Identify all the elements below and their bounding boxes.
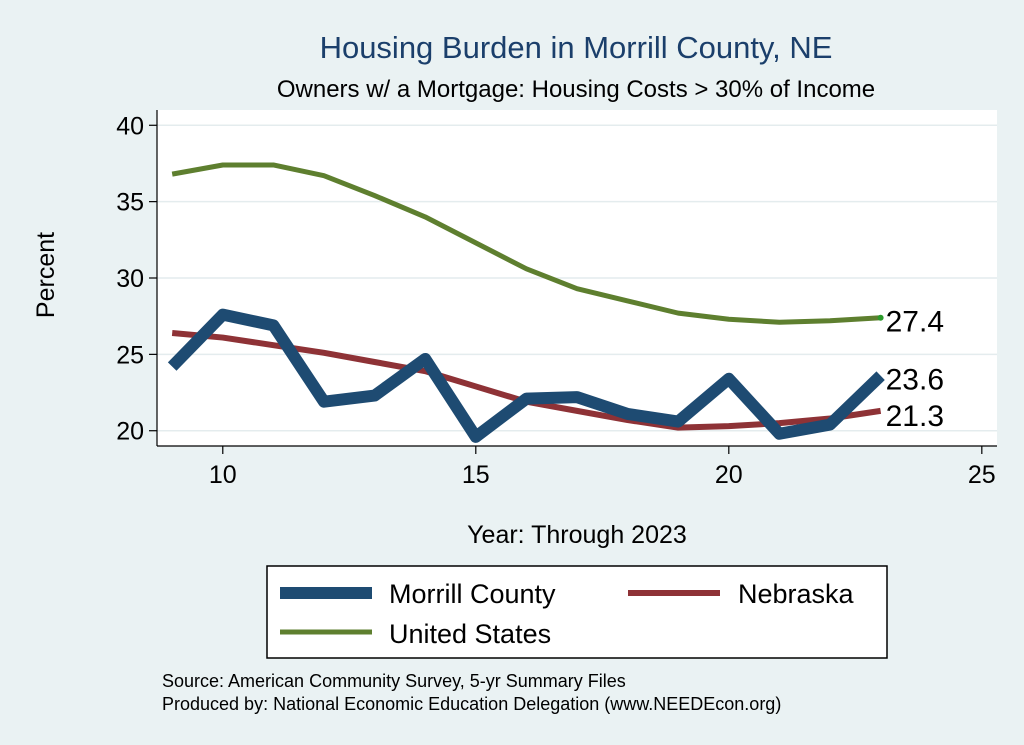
y-tick-label: 35: [116, 189, 144, 217]
end-label-united-states: 27.4: [886, 306, 944, 339]
end-marker-united-states: [877, 314, 884, 321]
y-tick-label: 25: [116, 341, 144, 369]
y-tick-label: 30: [116, 265, 144, 293]
end-labels: 23.621.3 27.4: [886, 306, 944, 433]
x-axis-title: Year: Through 2023: [467, 521, 687, 549]
x-axis: 10 15 20 25: [157, 445, 997, 489]
y-axis: 20 25 30 35 40: [116, 110, 158, 446]
legend-label-nebraska: Nebraska: [738, 579, 855, 609]
end-label-nebraska: 21.3: [886, 400, 944, 433]
end-label-morrill-county: 23.6: [886, 364, 944, 397]
legend-label-united-states: United States: [389, 619, 551, 649]
series-line-morrill-county: [167, 308, 885, 443]
legend-label-morrill-county: Morrill County: [389, 579, 556, 609]
legend: Morrill County Nebraska United States: [266, 565, 888, 659]
series-line-united-states: [171, 162, 881, 325]
chart-subtitle: Owners w/ a Mortgage: Housing Costs > 30…: [277, 76, 875, 103]
y-axis-title: Percent: [32, 232, 60, 318]
y-tick-label: 40: [116, 112, 144, 140]
source-note: Source: American Community Survey, 5-yr …: [162, 671, 626, 691]
chart-title: Housing Burden in Morrill County, NE: [320, 30, 833, 65]
series-group: [167, 162, 885, 443]
legend-box: [266, 565, 888, 659]
produced-by-note: Produced by: National Economic Education…: [162, 694, 781, 714]
x-tick-label: 15: [462, 461, 490, 489]
x-tick-label: 10: [209, 461, 237, 489]
x-tick-label: 25: [968, 461, 996, 489]
x-tick-label: 20: [715, 461, 743, 489]
y-tick-label: 20: [116, 418, 144, 446]
